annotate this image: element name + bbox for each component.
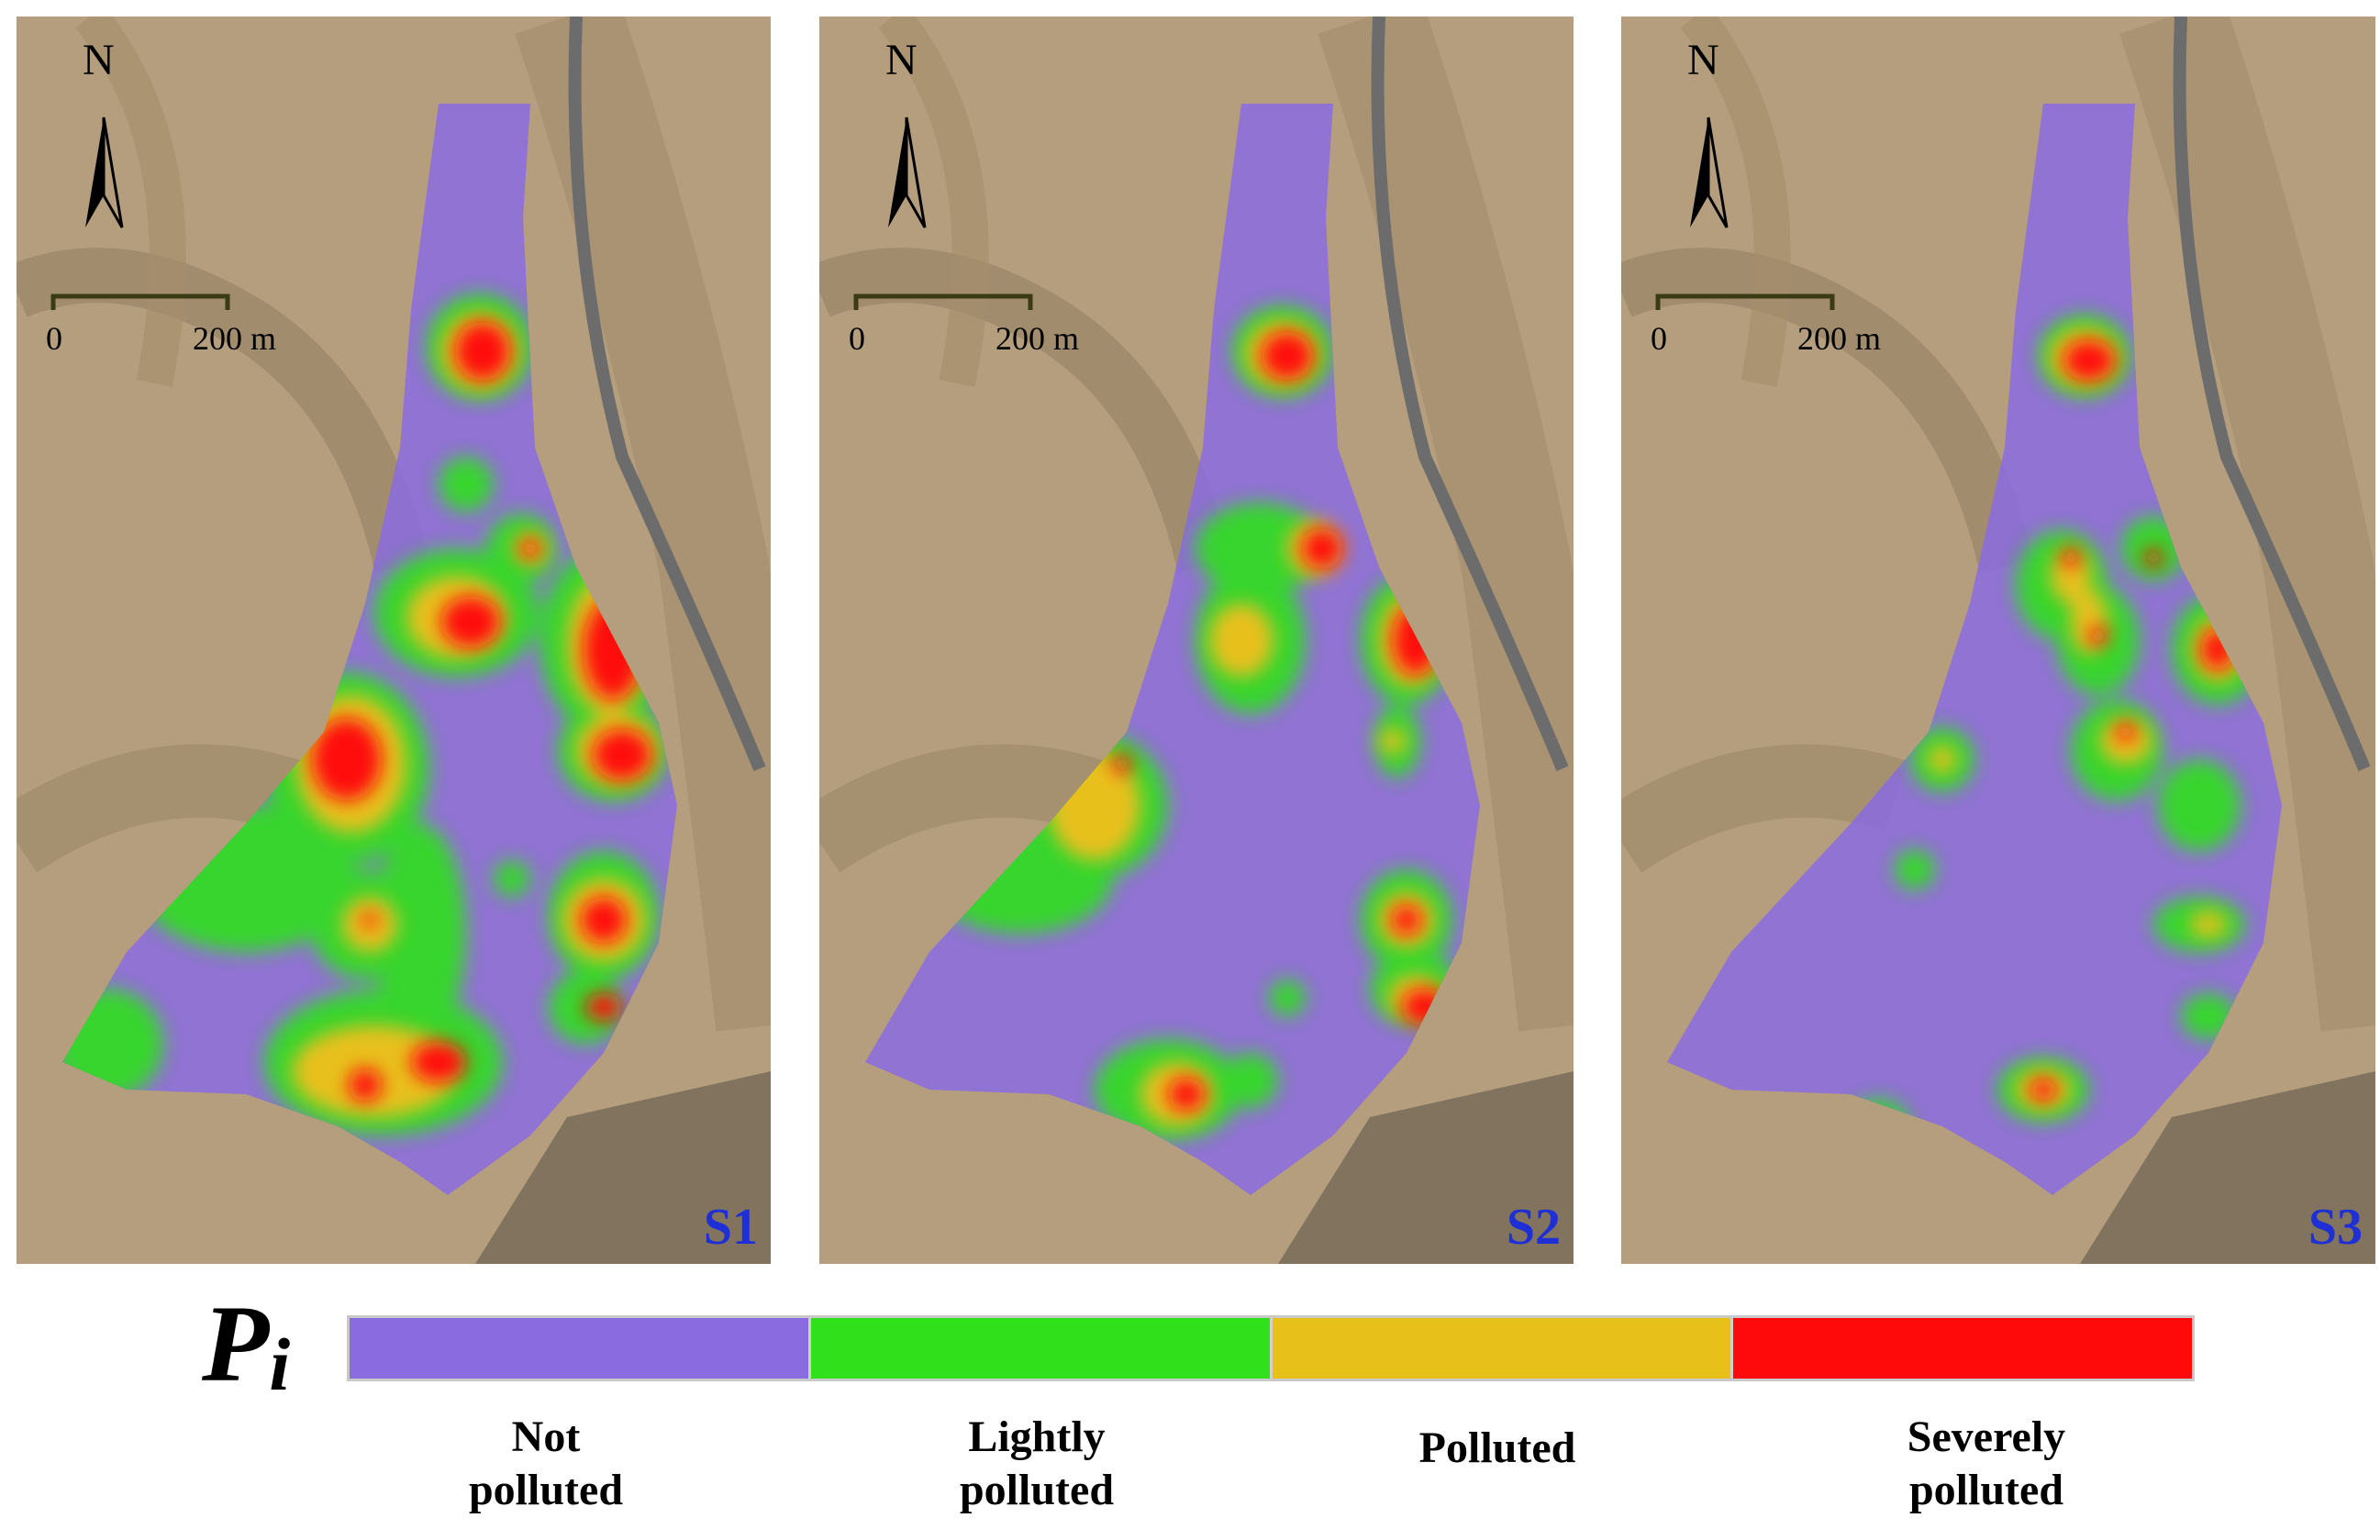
legend-label-lightly-polluted: Lightly polluted: [890, 1411, 1184, 1517]
scale-bar: [50, 294, 230, 310]
highway: [2173, 17, 2371, 771]
map-panel-s2: N 0 200 m S2: [819, 17, 1574, 1264]
legend-label-line: polluted: [1908, 1466, 2064, 1514]
legend-swatch-polluted: [1272, 1318, 1734, 1379]
legend-label-line: polluted: [959, 1466, 1115, 1514]
scale-end-label: 200 m: [995, 320, 1080, 357]
legend-swatch-severely-polluted: [1733, 1318, 2192, 1379]
legend-symbol-subscript: i: [269, 1323, 291, 1406]
north-arrow-icon: [85, 117, 104, 227]
map-panel-s3: N 0 200 m S3: [1621, 17, 2375, 1264]
north-arrow-icon: [1690, 117, 1708, 227]
legend-label-line: Severely: [1907, 1413, 2066, 1461]
legend-label-line: Not: [511, 1413, 581, 1461]
scale-end-label: 200 m: [1797, 320, 1882, 357]
legend-label-line: polluted: [468, 1466, 624, 1514]
map-s1: [17, 17, 771, 1264]
legend-label-polluted: Polluted: [1351, 1422, 1644, 1475]
north-label: N: [1687, 36, 1719, 84]
scale-start-label: 0: [46, 320, 62, 357]
map-panel-s1: N 0 200 m S1: [17, 17, 771, 1264]
legend-label-not-polluted: Not polluted: [399, 1411, 693, 1517]
legend-label-line: Polluted: [1418, 1424, 1576, 1472]
north-arrow-icon: [888, 117, 906, 227]
highway: [1371, 17, 1569, 771]
panel-label: S2: [1506, 1199, 1561, 1256]
scale-start-label: 0: [1651, 320, 1667, 357]
panel-label: S3: [2308, 1199, 2363, 1256]
legend-color-bar: [347, 1315, 2195, 1381]
legend-swatch-lightly-polluted: [810, 1318, 1273, 1379]
highway: [568, 17, 766, 771]
scale-bar: [1655, 294, 1835, 310]
scale-start-label: 0: [849, 320, 865, 357]
scale-bar: [853, 294, 1033, 310]
panel-label: S1: [703, 1199, 758, 1256]
scale-end-label: 200 m: [193, 320, 277, 357]
legend-swatch-not-polluted: [350, 1318, 811, 1379]
legend-symbol: Pi: [202, 1289, 290, 1402]
legend-label-line: Lightly: [968, 1413, 1106, 1461]
north-label: N: [83, 36, 115, 84]
north-label: N: [885, 36, 918, 84]
legend-symbol-base: P: [202, 1282, 270, 1404]
map-s3: [1621, 17, 2375, 1264]
legend-label-severely-polluted: Severely polluted: [1840, 1411, 2133, 1517]
map-s2: [819, 17, 1574, 1264]
